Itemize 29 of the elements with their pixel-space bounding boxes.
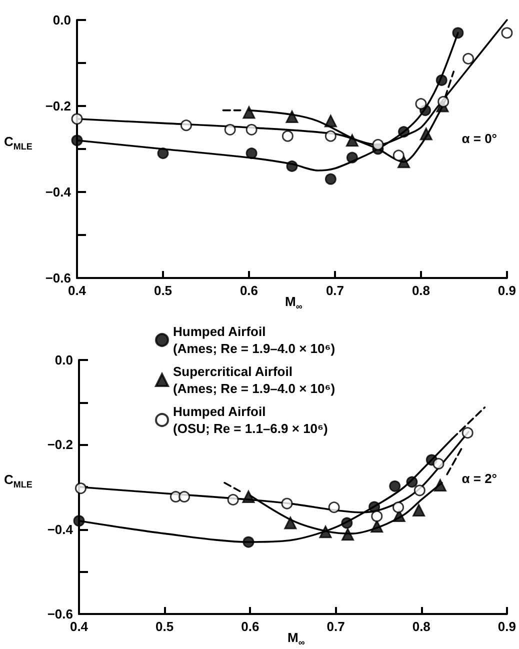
y-tick-label: 0.0 xyxy=(52,12,71,28)
x-tick-label: 0.4 xyxy=(68,283,87,298)
x-tick-label: 0.5 xyxy=(156,619,174,634)
y-tick-label: −0.6 xyxy=(45,270,71,286)
y-tick-label: 0.0 xyxy=(54,352,73,368)
x-tick-label: 0.6 xyxy=(241,619,260,634)
y-tick-label: −0.6 xyxy=(47,606,73,622)
annotation: α = 0° xyxy=(462,131,498,146)
y-tick-label: −0.2 xyxy=(47,437,73,452)
x-tick-label: 0.8 xyxy=(412,283,430,298)
annotation: α = 2° xyxy=(462,471,498,486)
x-tick-label: 0.4 xyxy=(70,619,89,634)
x-tick-label: 0.5 xyxy=(154,283,172,298)
x-tick-label: 0.9 xyxy=(498,283,516,298)
x-axis-title: M$_{∞}$ xyxy=(288,630,305,649)
x-tick-label: 0.7 xyxy=(326,283,344,298)
x-tick-label: 0.7 xyxy=(326,619,345,634)
x-tick-label: 0.9 xyxy=(498,619,516,634)
y-tick-label: −0.4 xyxy=(45,184,72,200)
x-tick-label: 0.6 xyxy=(240,283,258,298)
y-tick-label: −0.2 xyxy=(45,98,71,114)
x-axis-title: M$_{∞}$ xyxy=(285,294,302,314)
legend-label: Humped Airfoil (Ames; Re = 1.9–4.0 × 10⁶) xyxy=(173,324,336,356)
y-axis-title: C$_{MLE}$ xyxy=(4,472,32,492)
x-tick-label: 0.8 xyxy=(412,619,430,634)
legend-label: Supercritical Airfoil (Ames; Re = 1.9–4.0 × 10⁶) xyxy=(173,364,336,396)
y-tick-label: −0.4 xyxy=(47,522,74,537)
legend-label: Humped Airfoil (OSU; Re = 1.1–6.9 × 10⁶) xyxy=(173,404,328,436)
y-axis-title: C$_{MLE}$ xyxy=(4,134,32,154)
